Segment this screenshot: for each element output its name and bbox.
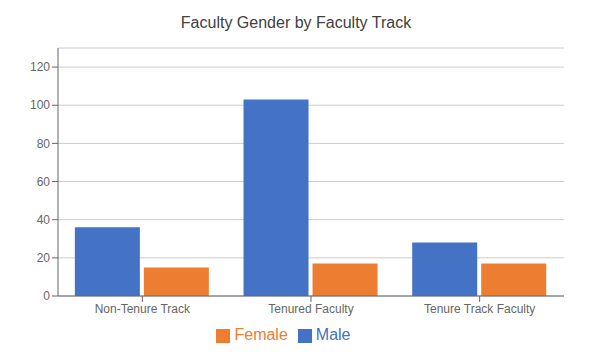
- svg-text:120: 120: [30, 60, 50, 74]
- html-text:Faculty Gender by Faculty Trac: Faculty Gender by Faculty Track: [180, 14, 412, 31]
- svg-text:Non-Tenure Track: Non-Tenure Track: [95, 302, 191, 316]
- svg-text:80: 80: [37, 137, 51, 151]
- svg-text:60: 60: [37, 175, 51, 189]
- svg-text:40: 40: [37, 213, 51, 227]
- html-text:Male: Male: [315, 326, 351, 343]
- svg-text:0: 0: [43, 289, 50, 303]
- svg-text:20: 20: [37, 251, 51, 265]
- html-text:Female: Female: [234, 326, 288, 343]
- svg-text:100: 100: [30, 98, 50, 112]
- svg-text:Tenure Track Faculty: Tenure Track Faculty: [424, 302, 535, 316]
- svg-text:Tenured Faculty: Tenured Faculty: [268, 302, 353, 316]
